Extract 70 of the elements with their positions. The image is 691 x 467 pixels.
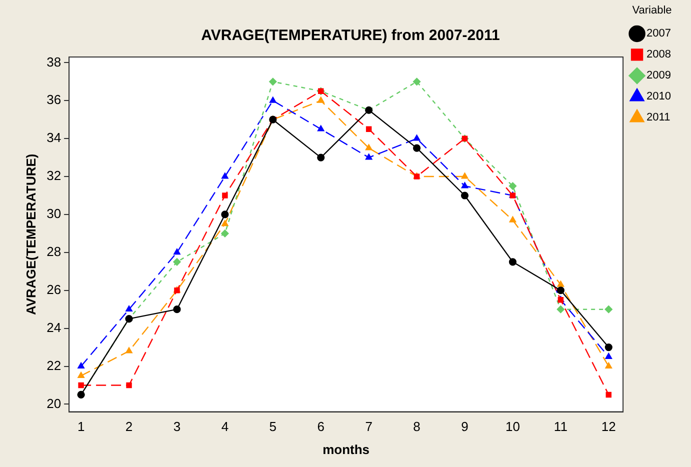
- point: [604, 343, 612, 352]
- point: [366, 126, 372, 132]
- x-tick-label: 2: [125, 419, 133, 434]
- legend-label: 2009: [646, 70, 672, 82]
- point: [269, 78, 277, 86]
- x-tick-label: 7: [365, 419, 372, 434]
- y-tick-label: 36: [46, 92, 62, 108]
- y-tick-label: 32: [46, 168, 62, 184]
- point: [173, 258, 181, 266]
- legend-label: 2008: [646, 48, 672, 61]
- point: [413, 134, 420, 141]
- point: [126, 382, 132, 388]
- point: [412, 144, 421, 152]
- point: [126, 306, 132, 312]
- y-axis-title: AVRAGE(TEMPERATURE): [23, 154, 38, 316]
- point: [317, 125, 324, 132]
- y-tick-label: 34: [46, 130, 62, 146]
- point: [317, 96, 324, 103]
- point: [222, 192, 228, 198]
- x-tick-label: 3: [173, 419, 181, 434]
- point: [270, 96, 276, 103]
- y-tick-label: 20: [46, 396, 62, 411]
- y-tick-label: 24: [46, 320, 62, 335]
- legend-label: 2011: [646, 112, 670, 124]
- y-tick-label: 30: [46, 206, 62, 222]
- point: [221, 230, 229, 238]
- point: [605, 362, 612, 368]
- point: [605, 352, 612, 359]
- legend-label: 2007: [646, 28, 672, 40]
- point: [508, 182, 517, 190]
- point: [365, 144, 372, 150]
- y-tick-label: 22: [46, 358, 62, 373]
- legend-title: Variable: [632, 4, 672, 17]
- x-tick-label: 12: [601, 419, 616, 434]
- x-tick-label: 5: [269, 419, 277, 434]
- x-tick-label: 8: [413, 419, 420, 434]
- x-tick-label: 1: [77, 419, 85, 434]
- point: [412, 78, 421, 86]
- point: [222, 220, 228, 226]
- point: [461, 172, 468, 179]
- point: [556, 286, 564, 294]
- point: [557, 280, 564, 287]
- point: [174, 248, 180, 255]
- point: [317, 154, 325, 162]
- point: [604, 306, 612, 314]
- point: [222, 172, 228, 179]
- x-tick-label: 6: [317, 419, 324, 434]
- x-axis-title: months: [322, 442, 370, 457]
- point: [78, 372, 84, 378]
- point: [365, 154, 372, 160]
- point: [460, 192, 469, 200]
- y-tick-label: 38: [46, 54, 62, 70]
- point: [221, 210, 229, 218]
- point: [78, 382, 84, 388]
- legend-label: 2010: [646, 90, 672, 103]
- point: [509, 216, 516, 222]
- x-tick-label: 4: [221, 419, 229, 434]
- y-tick-label: 28: [46, 244, 62, 260]
- point: [126, 347, 132, 354]
- point: [606, 392, 612, 398]
- y-tick-label: 26: [46, 282, 62, 297]
- point: [556, 306, 564, 314]
- point: [461, 182, 468, 188]
- x-tick-label: 11: [554, 419, 568, 434]
- x-tick-label: 9: [461, 419, 468, 434]
- x-tick-label: 10: [505, 419, 520, 434]
- chart-title: AVRAGE(TEMPERATURE) from 2007-2011: [201, 27, 500, 44]
- point: [508, 258, 517, 266]
- point: [173, 306, 181, 314]
- point: [78, 362, 84, 368]
